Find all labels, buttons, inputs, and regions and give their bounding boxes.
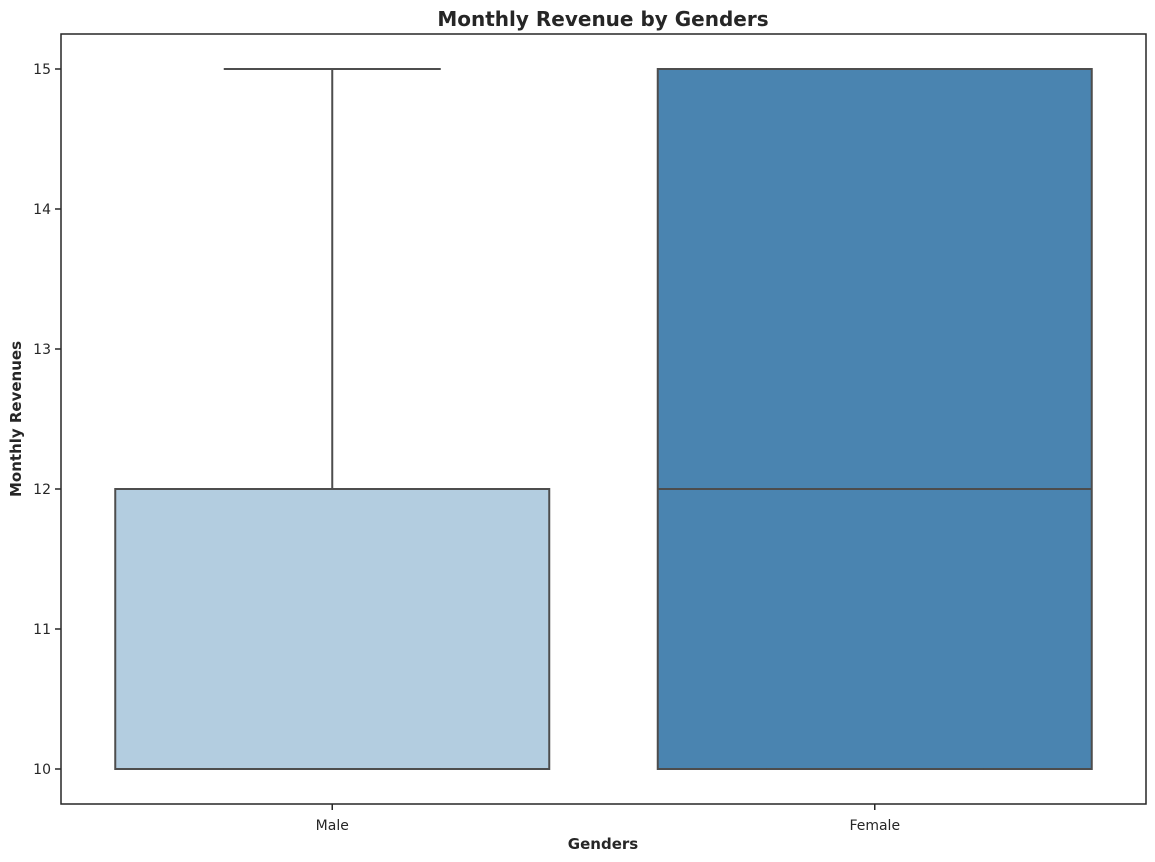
box-body-male — [114, 488, 551, 770]
box-male — [114, 68, 551, 770]
y-tick-label: 13 — [33, 342, 51, 358]
y-tick-label: 15 — [33, 62, 51, 78]
y-tick-label: 10 — [33, 762, 51, 778]
y-axis: 10 11 12 13 14 15 — [33, 62, 61, 778]
x-axis: Male Female — [316, 804, 900, 834]
x-axis-label: Genders — [568, 835, 638, 853]
plot-area — [114, 68, 1093, 770]
y-axis-label: Monthly Revenues — [7, 341, 25, 497]
y-tick-label: 12 — [33, 482, 51, 498]
x-tick-label: Male — [316, 818, 349, 834]
box-female — [656, 68, 1093, 770]
box-body-female — [656, 68, 1093, 770]
y-tick-label: 11 — [33, 622, 51, 638]
axes-frame — [60, 33, 1147, 805]
x-tick-label: Female — [849, 818, 900, 834]
y-tick-label: 14 — [33, 202, 51, 218]
chart-title: Monthly Revenue by Genders — [437, 7, 768, 31]
